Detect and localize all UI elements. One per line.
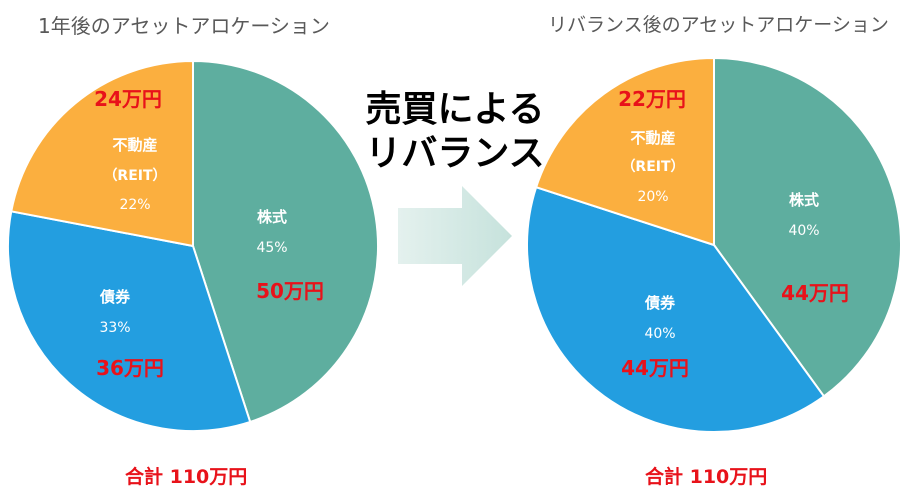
caption-line-1: 売買による [365,89,545,130]
caption-line-2: リバランス [365,133,545,174]
pie1-label-name-1: 債券 [99,288,131,306]
right-arrow-icon [398,186,512,286]
pie2-label-sub-2: （REIT） [621,159,684,175]
pie2-label-percent-2: 20% [637,189,668,205]
chart-1-title: 1年後のアセットアロケーション [38,14,330,38]
pie1-label-amount-1: 36万円 [96,356,164,380]
pie1-slice-0 [192,59,380,424]
pie2-label-percent-0: 40% [788,223,819,239]
pie2-label-amount-2: 22万円 [618,87,686,111]
pie2-slice-0 [713,56,902,398]
pie1-label-sub-2: （REIT） [103,168,166,184]
pie2-label-amount-1: 44万円 [621,356,689,380]
pie1-label-percent-2: 22% [119,197,150,213]
pie1-label-percent-0: 45% [256,240,287,256]
pie2-label-name-1: 債券 [644,294,676,312]
pie2-label-amount-0: 44万円 [781,281,849,305]
pie-chart-1: 株式 45% 50万円 債券 33% 36万円 不動産 （REIT） 22% 24万円 [7,59,380,432]
pie1-label-name-0: 株式 [257,208,287,226]
pie1-label-percent-1: 33% [99,320,130,336]
pie1-slice-2 [10,59,194,248]
pie2-slice-1 [526,185,826,433]
pie2-label-name-2: 不動産 [630,129,675,147]
pie1-slice-1 [7,210,252,432]
pie1-label-amount-0: 50万円 [256,279,324,303]
pie2-slice-2 [534,56,715,247]
pie2-label-percent-1: 40% [644,326,675,342]
pie1-label-amount-2: 24万円 [94,87,162,111]
pie1-label-name-2: 不動産 [112,136,157,154]
chart-2-total: 合計 110万円 [645,466,768,488]
chart-2-title: リバランス後のアセットアロケーション [548,14,889,36]
chart-1-total: 合計 110万円 [125,466,248,488]
pie2-label-name-0: 株式 [789,191,819,209]
